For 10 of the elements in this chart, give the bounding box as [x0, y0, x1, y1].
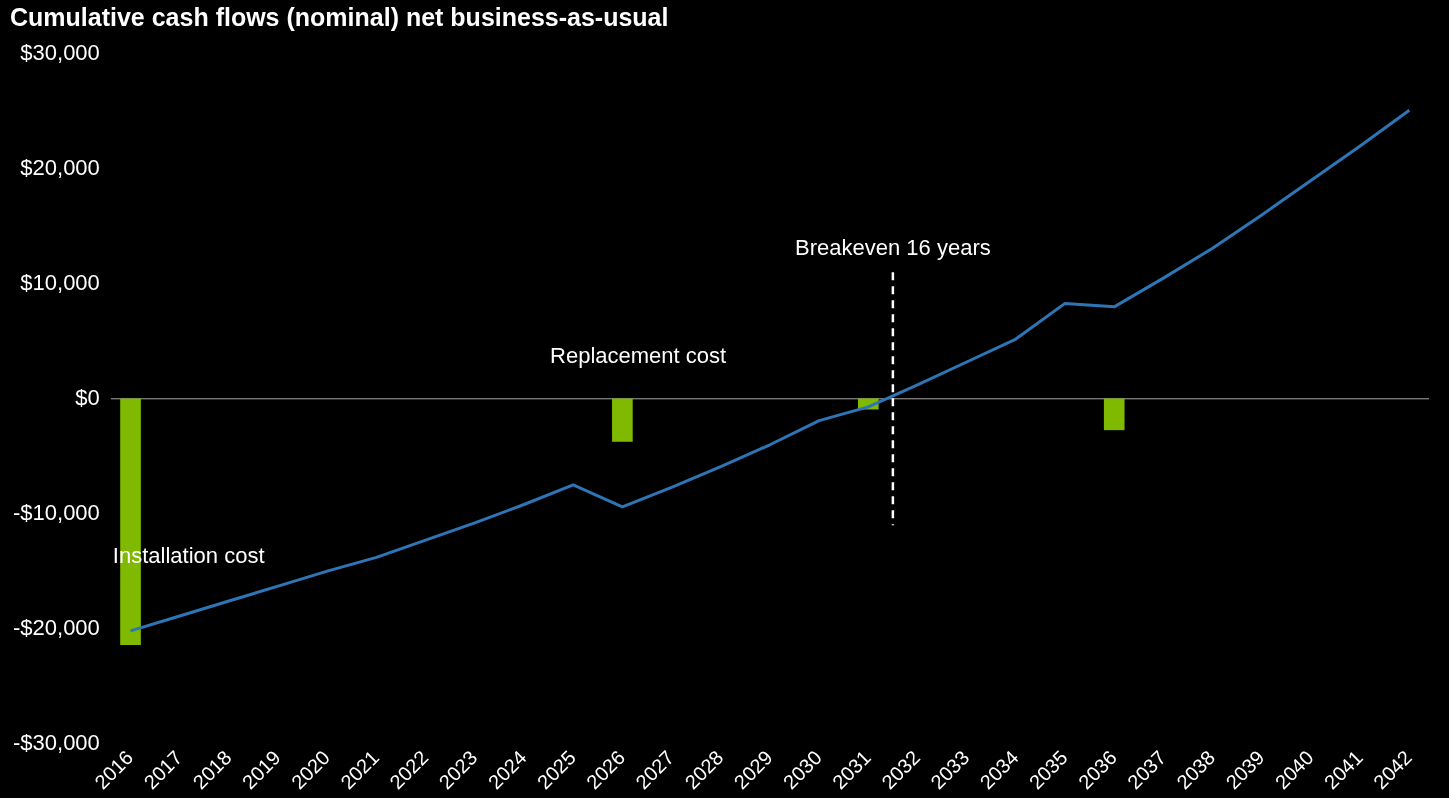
y-tick-label: $0 [75, 384, 100, 410]
y-tick-label: -$10,000 [12, 499, 100, 525]
y-tick-label: $30,000 [20, 40, 100, 66]
y-tick-label: $20,000 [20, 154, 100, 180]
y-tick-label: -$20,000 [12, 614, 100, 640]
chart-title: Cumulative cash flows (nominal) net business-as-usual [10, 2, 669, 31]
ref-line-label: Breakeven 16 years [795, 235, 991, 261]
y-tick-label: -$30,000 [12, 729, 100, 755]
y-tick-label: $10,000 [20, 269, 100, 295]
annotation: Replacement cost [550, 343, 727, 369]
